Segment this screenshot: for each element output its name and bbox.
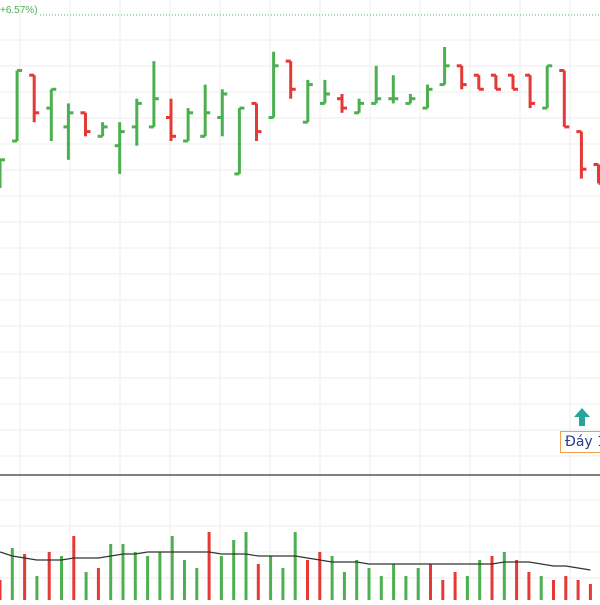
volume-bar[interactable] — [491, 556, 494, 600]
ohlc-bar[interactable] — [576, 132, 586, 179]
ohlc-bar[interactable] — [166, 99, 176, 141]
volume-bar[interactable] — [318, 552, 321, 600]
ohlc-bar[interactable] — [594, 165, 600, 184]
volume-bar[interactable] — [0, 580, 2, 600]
volume-bar[interactable] — [134, 552, 137, 600]
volume-bar[interactable] — [503, 552, 506, 600]
volume-bar[interactable] — [122, 544, 125, 600]
volume-bar[interactable] — [404, 576, 407, 600]
ohlc-bar[interactable] — [115, 122, 125, 174]
ohlc-bar[interactable] — [252, 103, 262, 141]
volume-bar[interactable] — [540, 576, 543, 600]
volume-bar[interactable] — [220, 556, 223, 600]
ohlc-bar[interactable] — [132, 99, 142, 146]
volume-bar[interactable] — [306, 560, 309, 600]
ohlc-bar[interactable] — [0, 160, 5, 188]
volume-bar[interactable] — [269, 556, 272, 600]
ohlc-bar[interactable] — [354, 99, 364, 113]
volume-bar[interactable] — [158, 552, 161, 600]
volume-bar[interactable] — [85, 572, 88, 600]
volume-bar[interactable] — [146, 556, 149, 600]
ohlc-bar[interactable] — [149, 61, 159, 127]
ohlc-bar[interactable] — [423, 85, 433, 109]
volume-bar[interactable] — [183, 560, 186, 600]
volume-bar[interactable] — [454, 572, 457, 600]
ohlc-bar[interactable] — [98, 122, 108, 136]
volume-bar[interactable] — [589, 584, 592, 600]
volume-bar[interactable] — [60, 556, 63, 600]
volume-bar[interactable] — [527, 572, 530, 600]
ohlc-bar[interactable] — [12, 71, 22, 142]
volume-bar[interactable] — [343, 572, 346, 600]
change-readout: +6.57%) — [0, 5, 38, 17]
ohlc-bar[interactable] — [63, 103, 73, 159]
ohlc-bar[interactable] — [337, 94, 347, 113]
ohlc-bar[interactable] — [388, 75, 398, 103]
volume-bar[interactable] — [552, 580, 555, 600]
volume-bar[interactable] — [355, 560, 358, 600]
volume-bar[interactable] — [294, 532, 297, 600]
ohlc-bar[interactable] — [217, 89, 227, 136]
ohlc-bar[interactable] — [491, 75, 501, 89]
ohlc-bar[interactable] — [508, 75, 518, 89]
volume-bar[interactable] — [48, 552, 51, 600]
volume-bar[interactable] — [380, 576, 383, 600]
ohlc-bar[interactable] — [405, 94, 415, 103]
ohlc-bar[interactable] — [81, 113, 91, 137]
volume-bar[interactable] — [208, 532, 211, 600]
volume-bar[interactable] — [72, 536, 75, 600]
volume-bar[interactable] — [417, 568, 420, 600]
price-panel — [0, 47, 600, 212]
volume-bar[interactable] — [245, 532, 248, 600]
volume-bar[interactable] — [232, 540, 235, 600]
ohlc-bar[interactable] — [29, 75, 39, 122]
volume-bar[interactable] — [441, 580, 444, 600]
volume-panel — [0, 532, 592, 600]
volume-bar[interactable] — [564, 576, 567, 600]
ohlc-bar[interactable] — [457, 66, 467, 90]
volume-bar[interactable] — [478, 560, 481, 600]
ohlc-bar[interactable] — [542, 66, 552, 108]
volume-bar[interactable] — [35, 576, 38, 600]
up-arrow-icon — [572, 407, 592, 427]
volume-bar[interactable] — [195, 568, 198, 600]
volume-bar[interactable] — [97, 568, 100, 600]
ohlc-bar[interactable] — [46, 89, 56, 141]
volume-bar[interactable] — [281, 568, 284, 600]
volume-bar[interactable] — [577, 580, 580, 600]
volume-bar[interactable] — [368, 568, 371, 600]
ohlc-bar[interactable] — [286, 61, 296, 99]
ohlc-bar[interactable] — [474, 75, 484, 89]
volume-bar[interactable] — [392, 564, 395, 600]
volume-bar[interactable] — [171, 536, 174, 600]
volume-bar[interactable] — [109, 544, 112, 600]
ohlc-bar[interactable] — [371, 66, 381, 104]
volume-bar[interactable] — [515, 560, 518, 600]
ohlc-bar[interactable] — [183, 108, 193, 141]
volume-bar[interactable] — [466, 576, 469, 600]
volume-bar[interactable] — [23, 554, 26, 600]
ohlc-bar[interactable] — [303, 80, 313, 122]
volume-bar[interactable] — [429, 564, 432, 600]
volume-bar[interactable] — [257, 564, 260, 600]
marker-label[interactable]: Đáy 1 — [560, 431, 600, 453]
